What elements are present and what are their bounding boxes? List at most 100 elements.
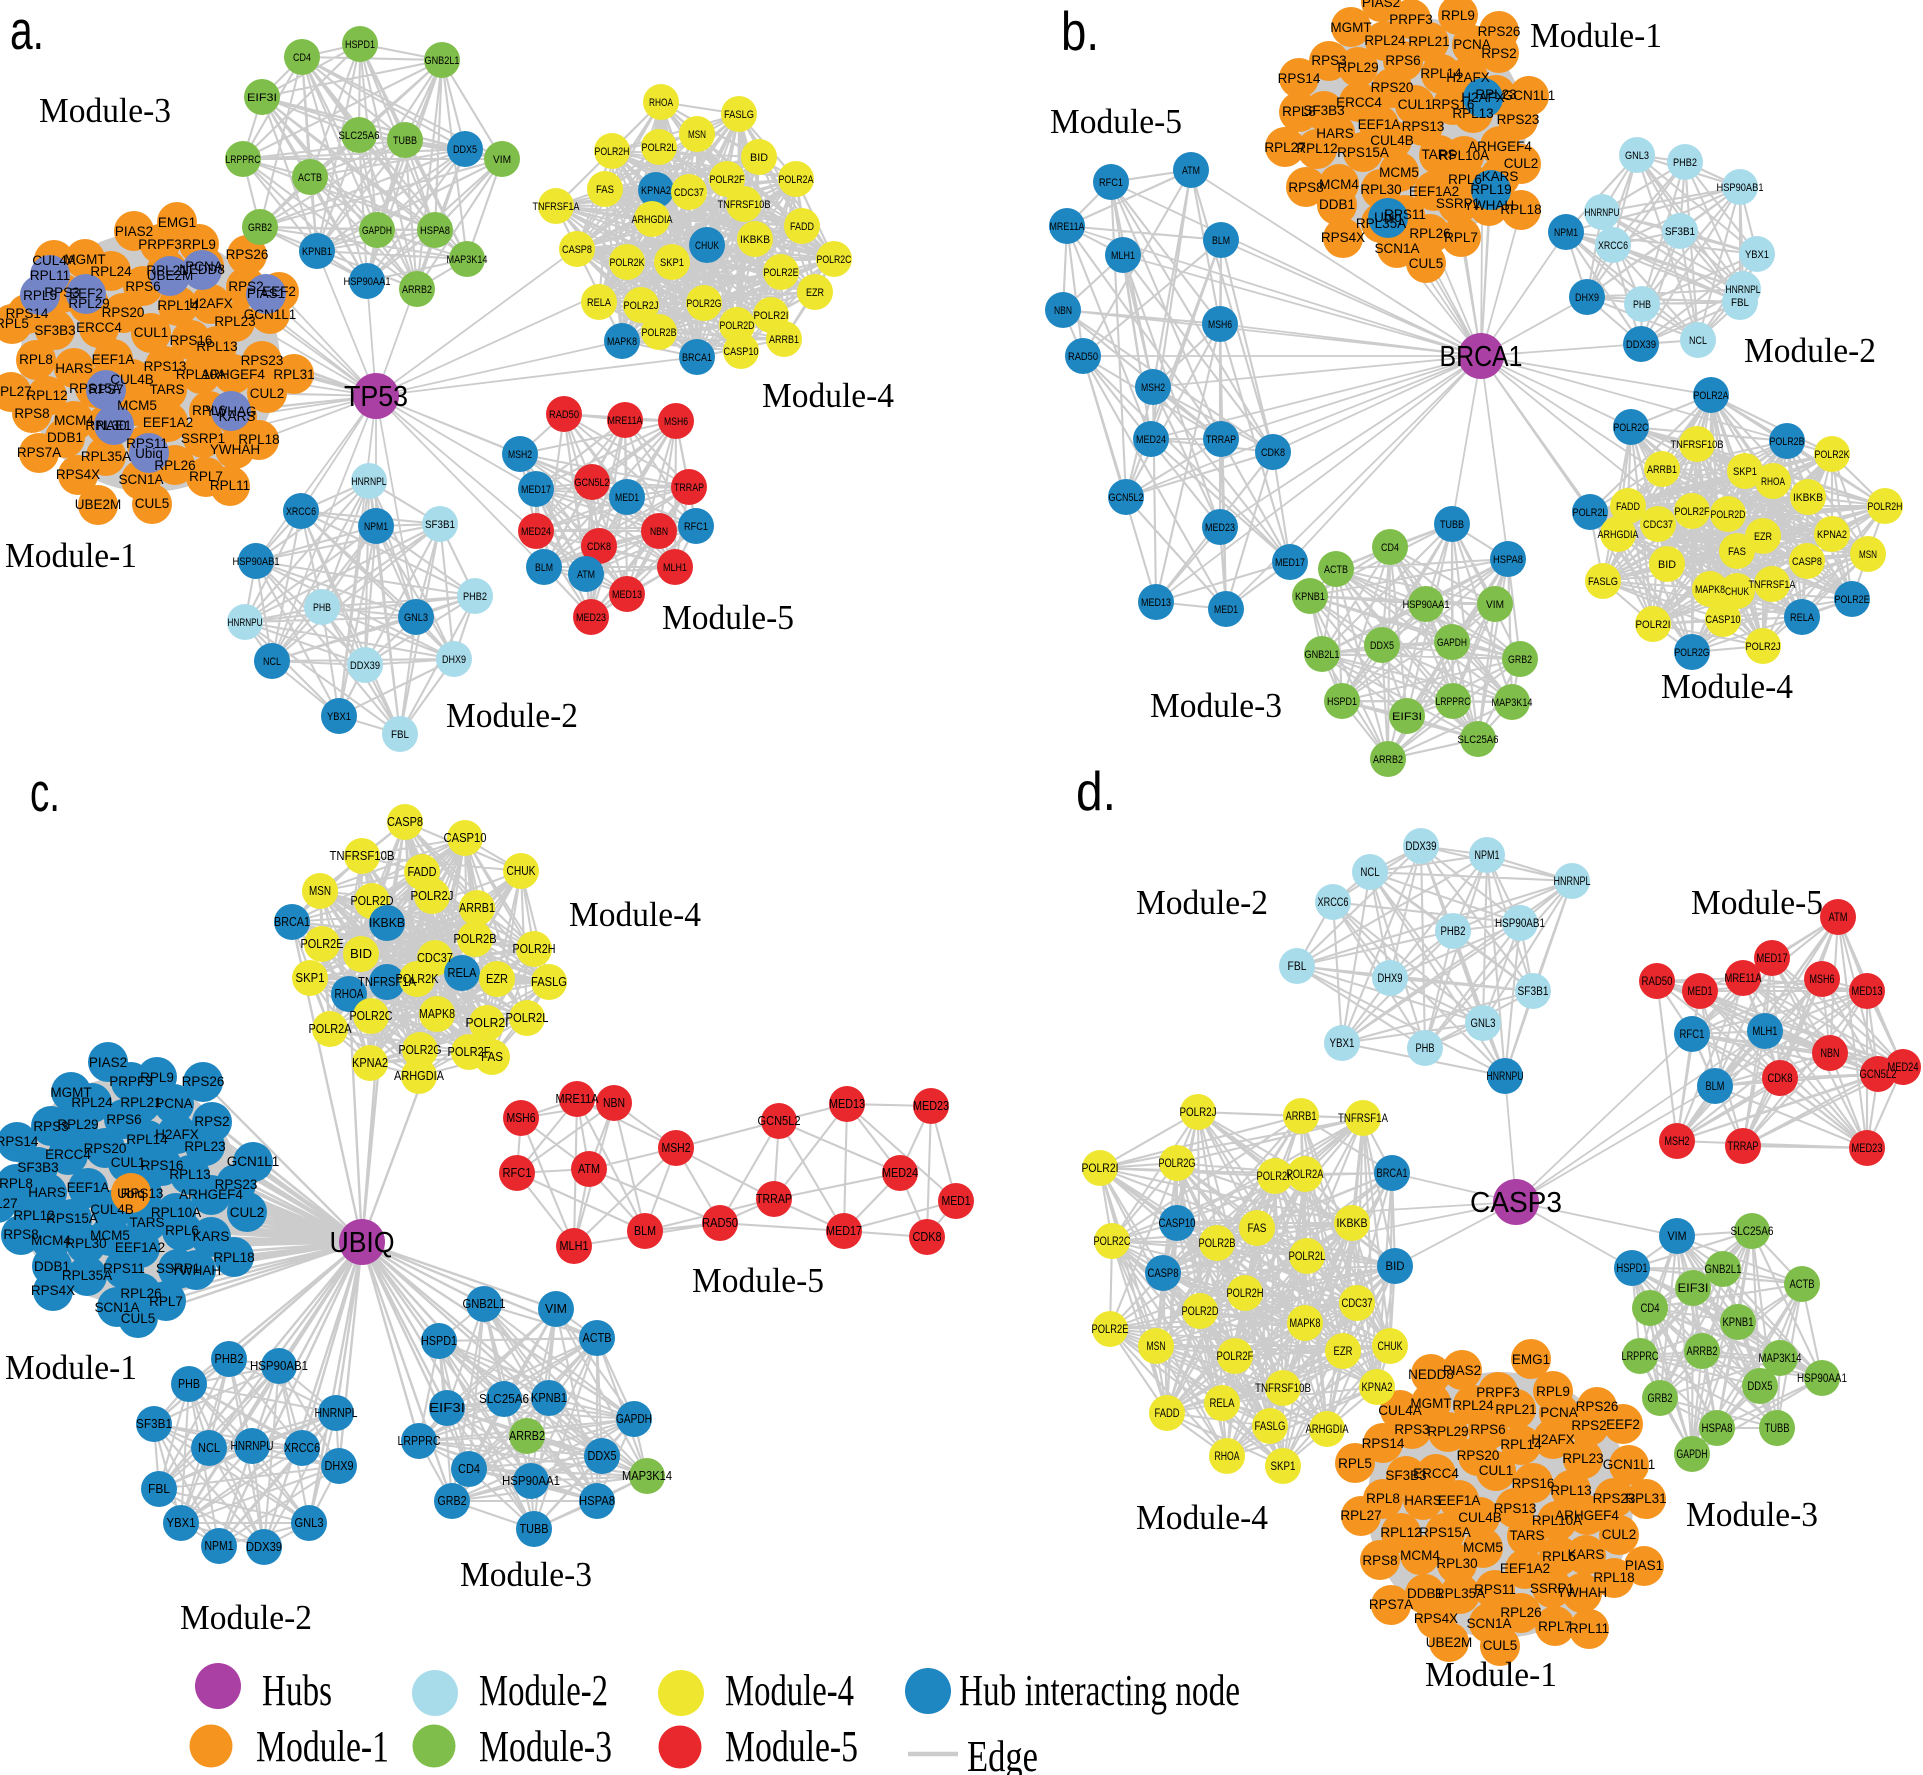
svg-text:CHUK: CHUK [695, 240, 720, 252]
svg-text:POLR2K: POLR2K [1815, 449, 1851, 461]
svg-text:UBE2M: UBE2M [1426, 1635, 1473, 1650]
svg-text:Module-3: Module-3 [479, 1722, 612, 1771]
svg-text:VIM: VIM [1486, 599, 1504, 611]
svg-text:YWHAH: YWHAH [1464, 198, 1514, 213]
svg-text:Hubs: Hubs [262, 1666, 332, 1715]
svg-text:RPL21: RPL21 [1408, 34, 1449, 49]
svg-text:DDX5: DDX5 [588, 1448, 617, 1463]
svg-text:RPL35A: RPL35A [1435, 1586, 1485, 1601]
svg-text:CASP8: CASP8 [1792, 556, 1822, 568]
svg-text:RPS8: RPS8 [3, 1227, 38, 1242]
svg-text:SLC25A6: SLC25A6 [1458, 734, 1499, 746]
svg-text:MSN: MSN [688, 129, 706, 141]
svg-text:RELA: RELA [1210, 1398, 1235, 1410]
svg-text:CD4: CD4 [293, 52, 311, 64]
svg-text:Module-1: Module-1 [1425, 1655, 1557, 1694]
svg-text:MLH1: MLH1 [1111, 250, 1135, 262]
svg-text:SCN1A: SCN1A [94, 1300, 139, 1315]
svg-text:Module-5: Module-5 [692, 1261, 824, 1300]
svg-text:SKP1: SKP1 [660, 257, 684, 269]
svg-text:MSH2: MSH2 [1665, 1136, 1690, 1148]
svg-text:NPM1: NPM1 [364, 521, 388, 533]
svg-text:SCN1A: SCN1A [1374, 241, 1419, 256]
svg-text:ATM: ATM [1182, 165, 1200, 177]
svg-text:RPL29: RPL29 [1337, 60, 1378, 75]
svg-text:POLR2J: POLR2J [624, 300, 659, 312]
svg-text:HARS: HARS [1316, 126, 1354, 141]
svg-text:SF3B3: SF3B3 [1303, 103, 1344, 118]
svg-text:EEF2: EEF2 [262, 284, 296, 299]
svg-text:POLR2G: POLR2G [1159, 1158, 1196, 1170]
svg-text:CUL4B: CUL4B [110, 372, 154, 387]
svg-text:HSP90AB1: HSP90AB1 [250, 1358, 308, 1373]
svg-text:HSP90AA1: HSP90AA1 [1403, 599, 1450, 611]
svg-text:GNB2L1: GNB2L1 [425, 55, 460, 67]
svg-text:PRPF3: PRPF3 [138, 237, 182, 252]
svg-text:CASP10: CASP10 [1706, 614, 1741, 626]
svg-text:GCN5L2: GCN5L2 [1109, 492, 1144, 504]
svg-text:RPL13: RPL13 [169, 1167, 210, 1182]
svg-text:DHX9: DHX9 [1575, 292, 1599, 304]
svg-text:NEDD8: NEDD8 [1408, 1367, 1454, 1382]
svg-text:MED24: MED24 [521, 526, 551, 538]
svg-text:MRE11A: MRE11A [556, 1091, 599, 1106]
svg-text:RPL14: RPL14 [157, 298, 199, 313]
svg-text:CHUK: CHUK [1378, 1341, 1403, 1353]
svg-text:POLR2B: POLR2B [454, 931, 497, 946]
svg-text:RPL11: RPL11 [210, 478, 250, 493]
svg-text:RPL8: RPL8 [1366, 1491, 1400, 1506]
svg-text:MSN: MSN [309, 883, 331, 898]
svg-text:GAPDH: GAPDH [362, 225, 392, 237]
svg-text:TNFRSF1A: TNFRSF1A [1338, 1113, 1388, 1125]
svg-text:FADD: FADD [790, 221, 814, 233]
svg-text:RPL12: RPL12 [1380, 1525, 1421, 1540]
svg-text:DDX5: DDX5 [1370, 640, 1394, 652]
svg-text:BRCA1: BRCA1 [1377, 1168, 1408, 1180]
svg-text:CUL5: CUL5 [135, 496, 170, 511]
svg-text:VIM: VIM [493, 154, 511, 166]
svg-text:KPNA2: KPNA2 [352, 1055, 388, 1070]
svg-text:HSPA8: HSPA8 [1493, 554, 1523, 566]
svg-text:SSRP1: SSRP1 [181, 431, 225, 446]
svg-text:RHOA: RHOA [649, 97, 674, 109]
svg-text:TNFRSF1A: TNFRSF1A [358, 974, 416, 989]
svg-text:ARRB1: ARRB1 [459, 900, 495, 915]
svg-text:RPL26: RPL26 [120, 1286, 161, 1301]
svg-text:FBL: FBL [391, 729, 409, 741]
svg-text:POLR2G: POLR2G [1675, 647, 1710, 659]
svg-text:NBN: NBN [1054, 305, 1072, 317]
svg-text:TUBB: TUBB [1440, 519, 1464, 531]
svg-text:POLR2D: POLR2D [720, 320, 755, 332]
svg-text:H2AFX: H2AFX [189, 296, 233, 311]
svg-text:RPS13: RPS13 [1494, 1501, 1537, 1516]
svg-text:MRE11A: MRE11A [608, 415, 644, 427]
svg-text:MLH1: MLH1 [560, 1238, 589, 1253]
svg-text:YBX1: YBX1 [1745, 249, 1769, 261]
svg-text:DHX9: DHX9 [1378, 973, 1403, 985]
svg-text:MAPK8: MAPK8 [1695, 584, 1725, 596]
svg-text:GNB2L1: GNB2L1 [463, 1296, 506, 1311]
svg-text:RAD50: RAD50 [549, 409, 579, 421]
svg-text:GCN1L1: GCN1L1 [227, 1154, 280, 1169]
svg-text:RPL12: RPL12 [26, 388, 67, 403]
svg-text:POLR2E: POLR2E [1092, 1324, 1129, 1336]
svg-text:BLM: BLM [634, 1223, 656, 1238]
svg-text:MED24: MED24 [1136, 434, 1166, 446]
svg-text:RAD50: RAD50 [1642, 976, 1673, 988]
svg-text:H2AFX: H2AFX [155, 1127, 199, 1142]
svg-text:CASP10: CASP10 [444, 830, 487, 845]
svg-text:MGMT: MGMT [64, 252, 105, 267]
svg-text:RPS15A: RPS15A [69, 381, 121, 396]
svg-text:d.: d. [1076, 760, 1116, 822]
svg-text:GCN5L2: GCN5L2 [575, 477, 610, 489]
svg-text:RPL18: RPL18 [1593, 1570, 1634, 1585]
svg-text:ARRB2: ARRB2 [402, 284, 432, 296]
svg-text:ARRB1: ARRB1 [769, 334, 799, 346]
svg-text:Module-4: Module-4 [762, 376, 894, 415]
svg-text:RPL14: RPL14 [126, 1132, 168, 1147]
svg-text:KPNB1: KPNB1 [531, 1390, 567, 1405]
svg-text:PHB: PHB [1633, 299, 1651, 311]
svg-text:POLR2E: POLR2E [1835, 594, 1870, 606]
svg-text:RPS13: RPS13 [121, 1186, 164, 1201]
svg-text:CUL1: CUL1 [1398, 97, 1433, 112]
